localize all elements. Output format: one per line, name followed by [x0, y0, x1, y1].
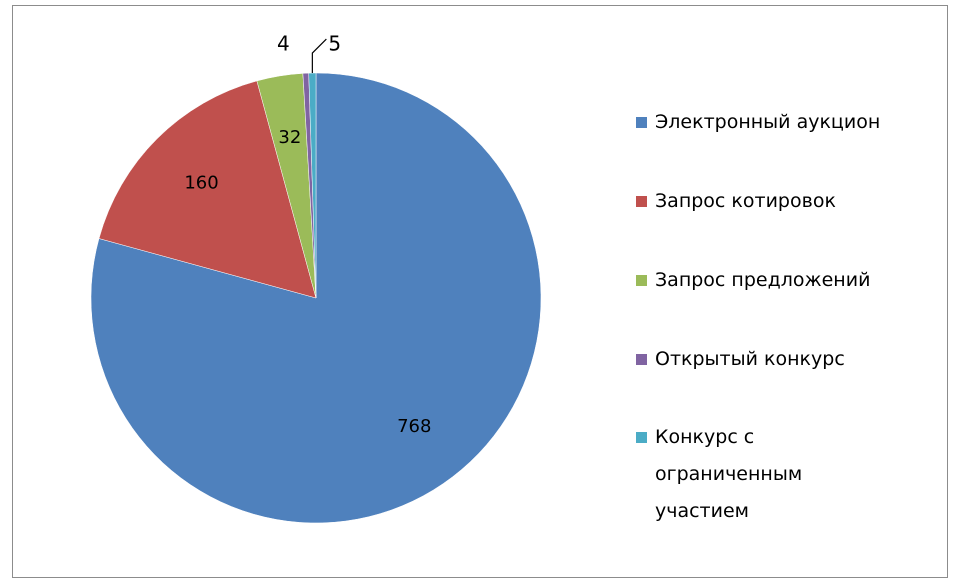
legend-label: Запрос котировок: [655, 190, 836, 212]
legend-swatch: [636, 432, 647, 443]
legend-item: Запрос котировок: [636, 183, 936, 220]
pie-slice: [90, 72, 542, 524]
legend-swatch: [636, 354, 647, 365]
leader-line: [311, 38, 327, 74]
legend-item: Конкурс с ограниченным участием: [636, 419, 936, 530]
data-label: 768: [397, 416, 431, 437]
legend-label: Запрос предложений: [655, 269, 871, 291]
legend-item: Электронный аукцион: [636, 104, 936, 141]
legend-item: Запрос предложений: [636, 262, 936, 299]
legend-swatch: [636, 196, 647, 207]
data-label: 160: [184, 172, 218, 193]
chart-border: [12, 5, 948, 578]
legend-swatch: [636, 117, 647, 128]
data-label: 32: [278, 127, 301, 148]
legend-label: Электронный аукцион: [655, 111, 881, 133]
legend-label: Открытый конкурс: [655, 348, 845, 370]
data-label: 4: [277, 32, 290, 56]
legend-label: Конкурс с ограниченным участием: [655, 426, 803, 522]
legend-item: Открытый конкурс: [636, 341, 936, 378]
data-label: 5: [328, 32, 341, 56]
legend-swatch: [636, 275, 647, 286]
pie-slice: [98, 80, 317, 299]
